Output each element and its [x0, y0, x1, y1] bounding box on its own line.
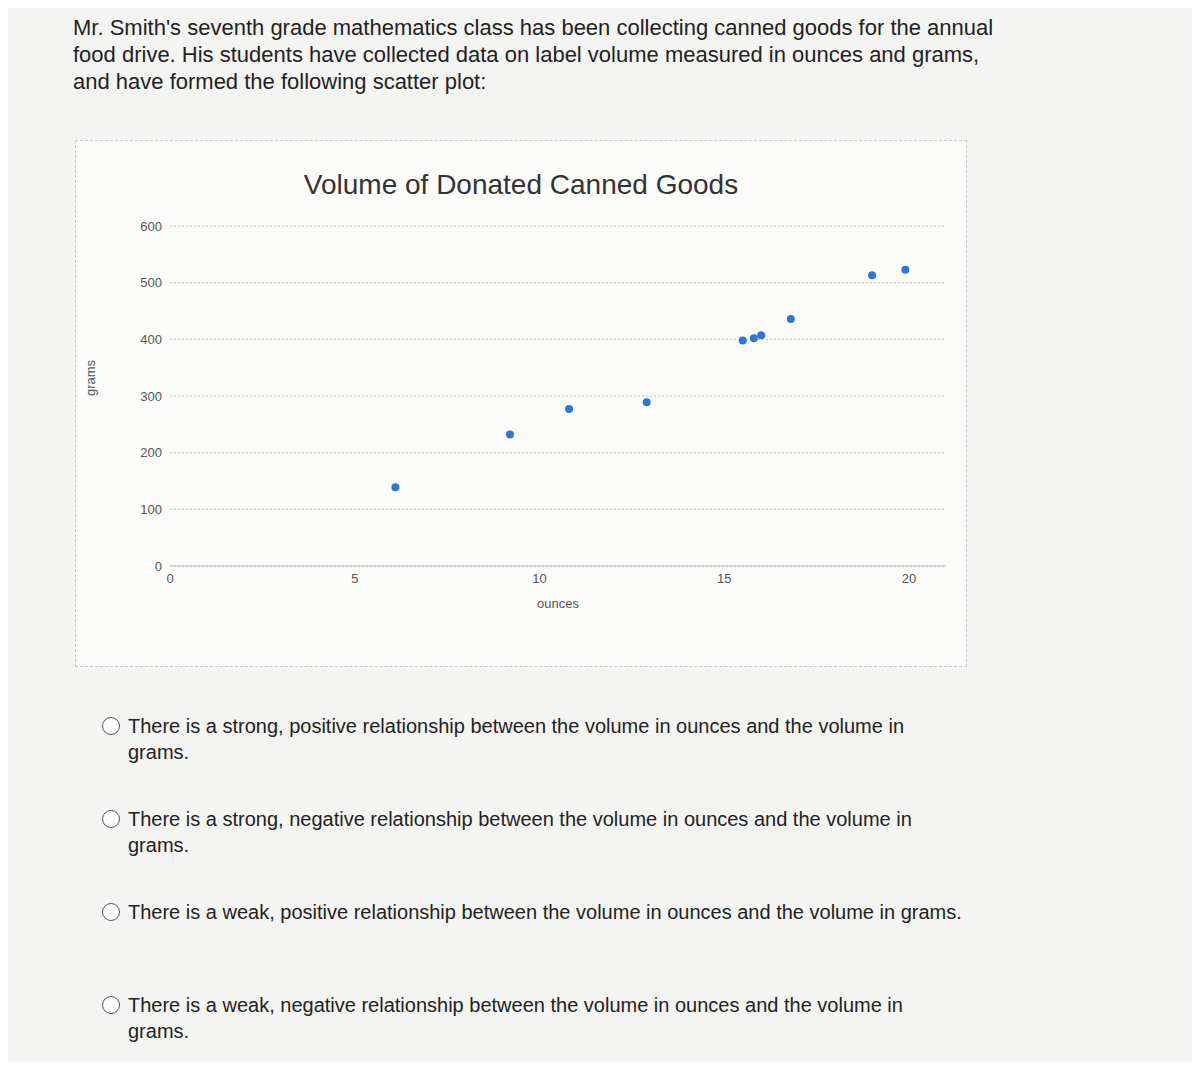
svg-text:0: 0 — [166, 571, 173, 586]
svg-text:20: 20 — [902, 571, 916, 586]
html-text:There is a weak, negative rela: There is a weak, negative relationship b… — [128, 994, 903, 1042]
svg-text:100: 100 — [140, 502, 162, 517]
html-text:There is a weak, positive rela: There is a weak, positive relationship b… — [128, 901, 962, 923]
html-text:There is a strong, negative re: There is a strong, negative relationship… — [128, 808, 912, 856]
html-text:Volume of Donated Canned Goods: Volume of Donated Canned Goods — [303, 169, 739, 200]
html-text:Mr. Smith's seventh grade math: Mr. Smith's seventh grade mathematics cl… — [73, 15, 994, 94]
svg-text:grams: grams — [83, 359, 98, 396]
svg-text:0: 0 — [155, 559, 162, 574]
svg-text:ounces: ounces — [537, 596, 579, 611]
svg-text:200: 200 — [140, 445, 162, 460]
svg-text:300: 300 — [140, 389, 162, 404]
svg-text:500: 500 — [140, 275, 162, 290]
html-text:There is a strong, positive re: There is a strong, positive relationship… — [128, 715, 904, 763]
svg-text:10: 10 — [532, 571, 546, 586]
svg-text:15: 15 — [717, 571, 731, 586]
svg-text:600: 600 — [140, 219, 162, 234]
svg-text:400: 400 — [140, 332, 162, 347]
svg-text:5: 5 — [351, 571, 358, 586]
